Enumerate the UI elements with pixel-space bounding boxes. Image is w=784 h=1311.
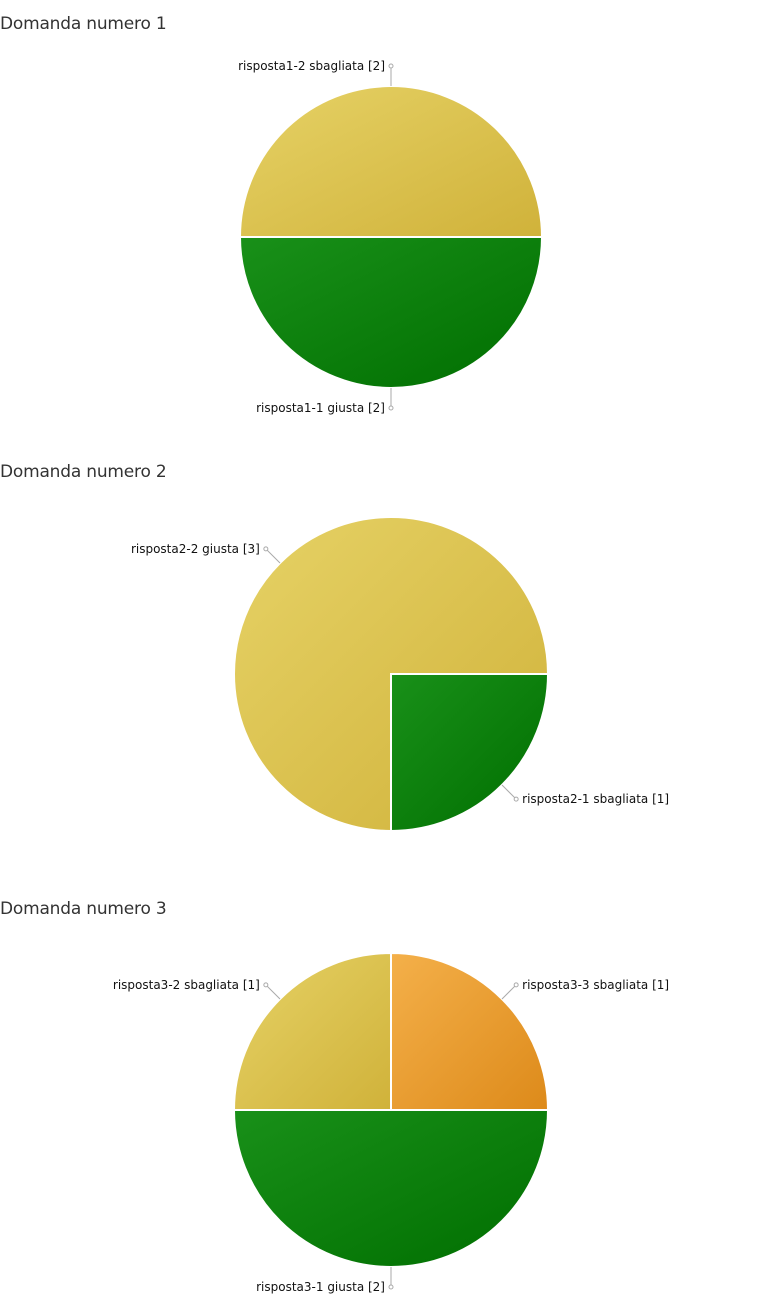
pie-labels: risposta1-2 sbagliata [2] risposta1-1 giu… [238, 59, 394, 415]
pie-slice-3[interactable] [232, 951, 392, 1111]
pie-slices [233, 516, 550, 833]
chart-title: Domanda numero 3 [0, 899, 167, 919]
pie-slices [232, 951, 550, 1268]
label-dot [513, 796, 519, 802]
slice-label: risposta1-2 sbagliata [2] [238, 59, 385, 73]
label-connector [501, 784, 517, 800]
slice-label: risposta2-1 sbagliata [1] [522, 792, 669, 806]
label-dot [388, 405, 394, 411]
pie-slice-2[interactable] [232, 1109, 550, 1268]
pie-slice-2[interactable] [238, 236, 544, 389]
slice-label: risposta1-1 giusta [2] [256, 401, 385, 415]
label-dot [263, 546, 269, 552]
pie-labels: risposta3-3 sbagliata [1] risposta3-1 giu… [113, 978, 669, 1294]
chart-title: Domanda numero 2 [0, 462, 167, 482]
pie-labels: risposta2-1 sbagliata [1] risposta2-2 giu… [131, 542, 669, 806]
label-connector [265, 984, 281, 1000]
pie-slice-1[interactable] [238, 85, 544, 238]
question-3-chart: Domanda numero 3 risposta3-3 sbagliata [… [0, 885, 784, 1311]
question-1-chart: Domanda numero 1 risposta1-2 sbagliata [… [0, 0, 784, 440]
label-dot [263, 982, 269, 988]
label-connector [501, 984, 517, 1000]
label-connector [265, 548, 281, 564]
slice-label: risposta3-2 sbagliata [1] [113, 978, 260, 992]
label-dot [388, 63, 394, 69]
pie-slices [238, 85, 544, 389]
pie-slice-1[interactable] [390, 951, 550, 1111]
pie-slice-2[interactable] [233, 516, 550, 833]
pie-slice-1[interactable] [390, 673, 550, 833]
slice-label: risposta3-1 giusta [2] [256, 1280, 385, 1294]
label-dot [513, 982, 519, 988]
pie-chart-3: risposta3-3 sbagliata [1] risposta3-1 giu… [113, 951, 669, 1294]
chart-title: Domanda numero 1 [0, 14, 167, 34]
slice-label: risposta2-2 giusta [3] [131, 542, 260, 556]
question-2-chart: Domanda numero 2 risposta2-1 sbagliata [… [0, 448, 784, 878]
slice-label: risposta3-3 sbagliata [1] [522, 978, 669, 992]
pie-chart-1: risposta1-2 sbagliata [2] risposta1-1 giu… [238, 59, 544, 415]
pie-chart-2: risposta2-1 sbagliata [1] risposta2-2 giu… [131, 516, 669, 833]
label-dot [388, 1284, 394, 1290]
